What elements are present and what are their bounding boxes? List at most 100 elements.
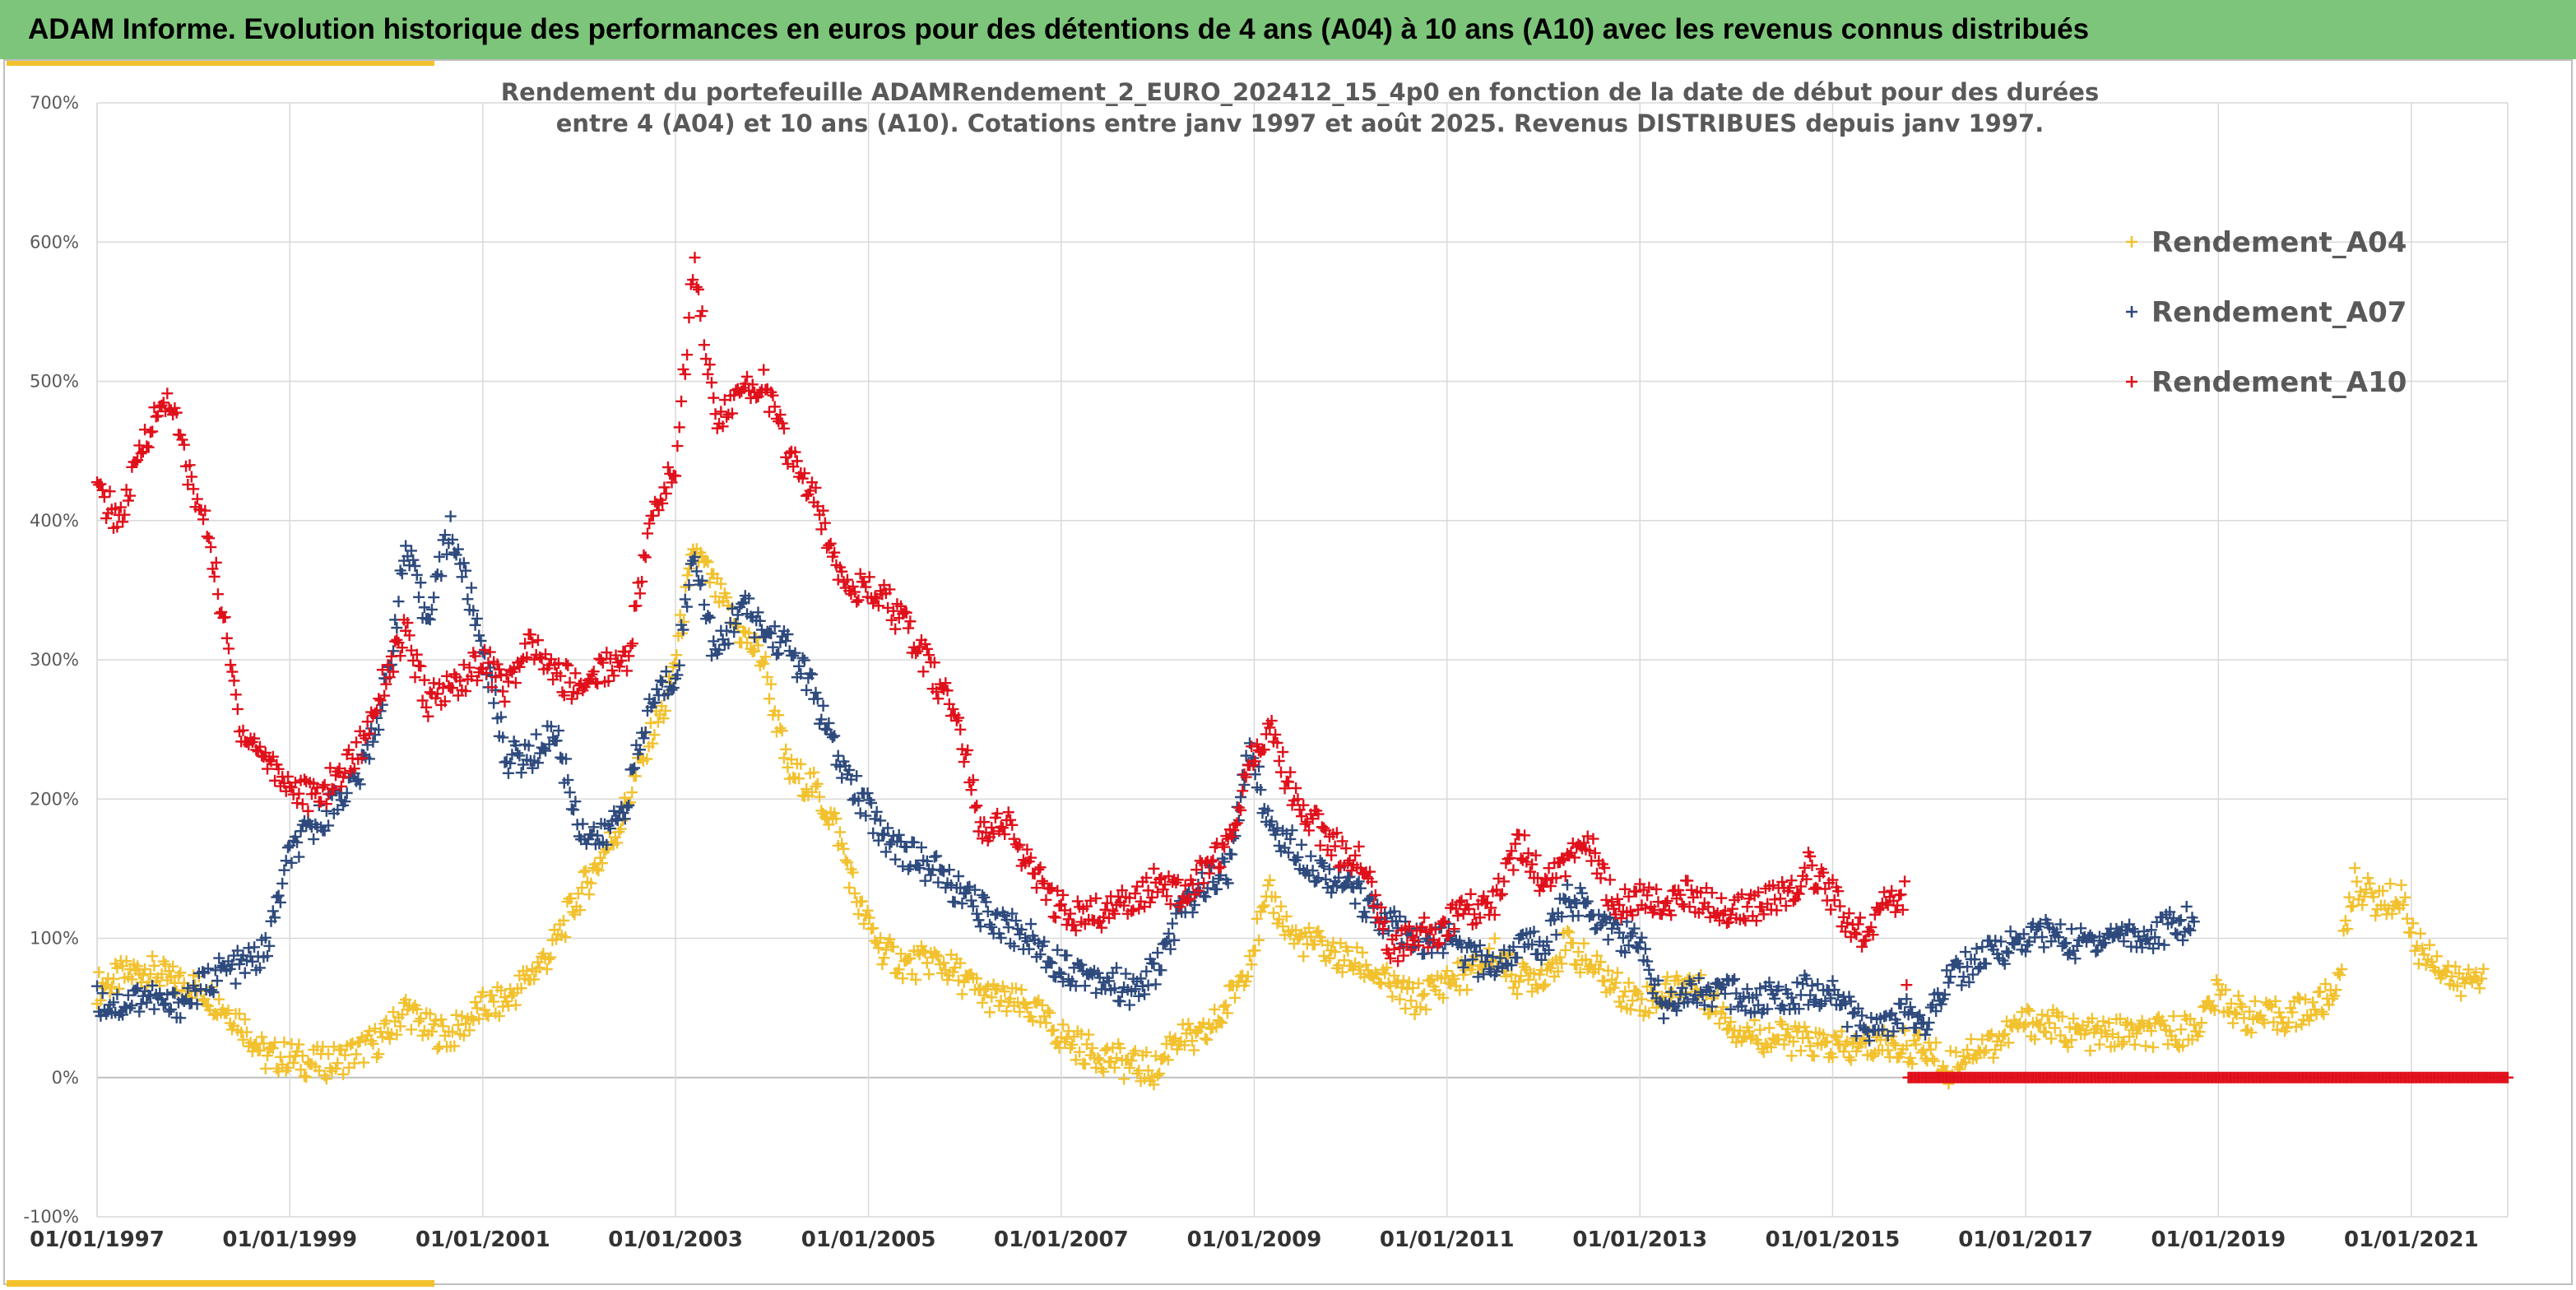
data-point xyxy=(1544,962,1557,974)
data-point xyxy=(1201,1033,1214,1046)
data-point xyxy=(233,1008,245,1020)
data-point xyxy=(971,800,983,812)
data-point xyxy=(872,600,884,612)
data-point xyxy=(702,368,714,380)
data-point xyxy=(863,794,875,806)
data-point xyxy=(2319,978,2332,991)
data-point xyxy=(969,884,982,896)
data-point xyxy=(1726,974,1738,986)
data-point xyxy=(1357,946,1369,958)
data-point xyxy=(995,995,1007,1007)
data-point xyxy=(2043,1017,2055,1029)
data-point xyxy=(1062,913,1074,926)
data-point xyxy=(1397,974,1409,986)
data-point xyxy=(1047,911,1060,923)
data-point xyxy=(763,693,775,705)
data-point xyxy=(407,554,420,566)
data-point xyxy=(736,597,748,610)
data-point xyxy=(1144,896,1156,908)
data-point xyxy=(596,657,609,669)
data-point xyxy=(843,763,856,776)
data-point xyxy=(798,467,810,480)
data-point xyxy=(671,649,683,661)
data-point xyxy=(1873,904,1885,916)
data-point xyxy=(583,674,595,686)
data-point xyxy=(1702,1008,1715,1020)
data-point xyxy=(2068,1013,2080,1025)
data-point xyxy=(1766,879,1779,892)
data-point xyxy=(565,693,578,705)
data-point xyxy=(1095,1063,1107,1075)
data-point xyxy=(1843,907,1855,920)
data-point xyxy=(420,701,433,713)
data-point xyxy=(2407,917,2419,930)
data-point xyxy=(543,953,555,965)
data-point xyxy=(1957,1050,1970,1062)
data-point xyxy=(854,807,866,819)
data-point xyxy=(852,908,865,921)
data-point xyxy=(1418,912,1431,924)
data-point xyxy=(644,717,657,729)
data-point xyxy=(1253,934,1265,946)
data-point xyxy=(2343,891,2356,903)
data-point xyxy=(1303,824,1316,837)
data-point xyxy=(335,780,347,792)
data-point xyxy=(1000,1005,1013,1018)
data-point xyxy=(291,797,304,810)
data-point xyxy=(2130,1028,2142,1040)
data-point xyxy=(1583,960,1595,972)
data-point xyxy=(1014,838,1026,851)
data-point xyxy=(1724,1003,1737,1015)
data-point xyxy=(541,963,553,976)
data-point xyxy=(1126,1055,1138,1067)
data-point xyxy=(207,563,219,575)
data-point xyxy=(237,1033,249,1046)
data-point xyxy=(1652,974,1664,986)
data-point xyxy=(1674,889,1687,901)
data-point xyxy=(105,981,118,993)
data-point xyxy=(972,914,985,926)
data-point xyxy=(1205,856,1218,868)
data-point xyxy=(931,949,943,961)
data-point xyxy=(1242,970,1254,982)
data-point xyxy=(1394,942,1406,954)
data-point xyxy=(1520,856,1533,868)
data-point xyxy=(1682,995,1694,1008)
data-point xyxy=(1349,898,1362,910)
data-point xyxy=(811,693,824,705)
y-tick-label: 500% xyxy=(30,372,79,392)
data-point xyxy=(677,624,689,636)
data-point xyxy=(1157,1052,1169,1065)
data-point xyxy=(1912,1011,1924,1023)
data-point xyxy=(1403,976,1415,988)
data-point xyxy=(965,894,977,907)
data-point xyxy=(889,853,902,865)
data-point xyxy=(851,770,863,782)
data-point xyxy=(564,892,577,904)
data-point xyxy=(330,1063,342,1075)
data-point xyxy=(875,932,887,944)
data-point xyxy=(332,1057,344,1070)
data-point xyxy=(649,696,661,708)
data-point xyxy=(1318,950,1330,963)
data-point xyxy=(810,481,822,494)
data-point xyxy=(1539,978,1552,991)
data-point xyxy=(2238,1012,2250,1024)
data-point xyxy=(302,805,314,817)
data-point xyxy=(1715,981,1728,993)
data-point xyxy=(1146,891,1158,903)
data-point xyxy=(996,822,1009,834)
data-point xyxy=(709,591,722,603)
data-point xyxy=(482,1009,494,1022)
data-point xyxy=(352,773,364,786)
data-point xyxy=(2020,1019,2032,1031)
data-point xyxy=(1163,927,1175,940)
data-point xyxy=(293,787,305,800)
data-point xyxy=(287,1057,299,1070)
data-point xyxy=(2099,1024,2111,1037)
data-point xyxy=(261,763,273,775)
data-point xyxy=(1800,972,1812,985)
data-point xyxy=(1249,755,1261,768)
data-point xyxy=(1944,971,1956,983)
data-point xyxy=(2062,1041,2074,1053)
